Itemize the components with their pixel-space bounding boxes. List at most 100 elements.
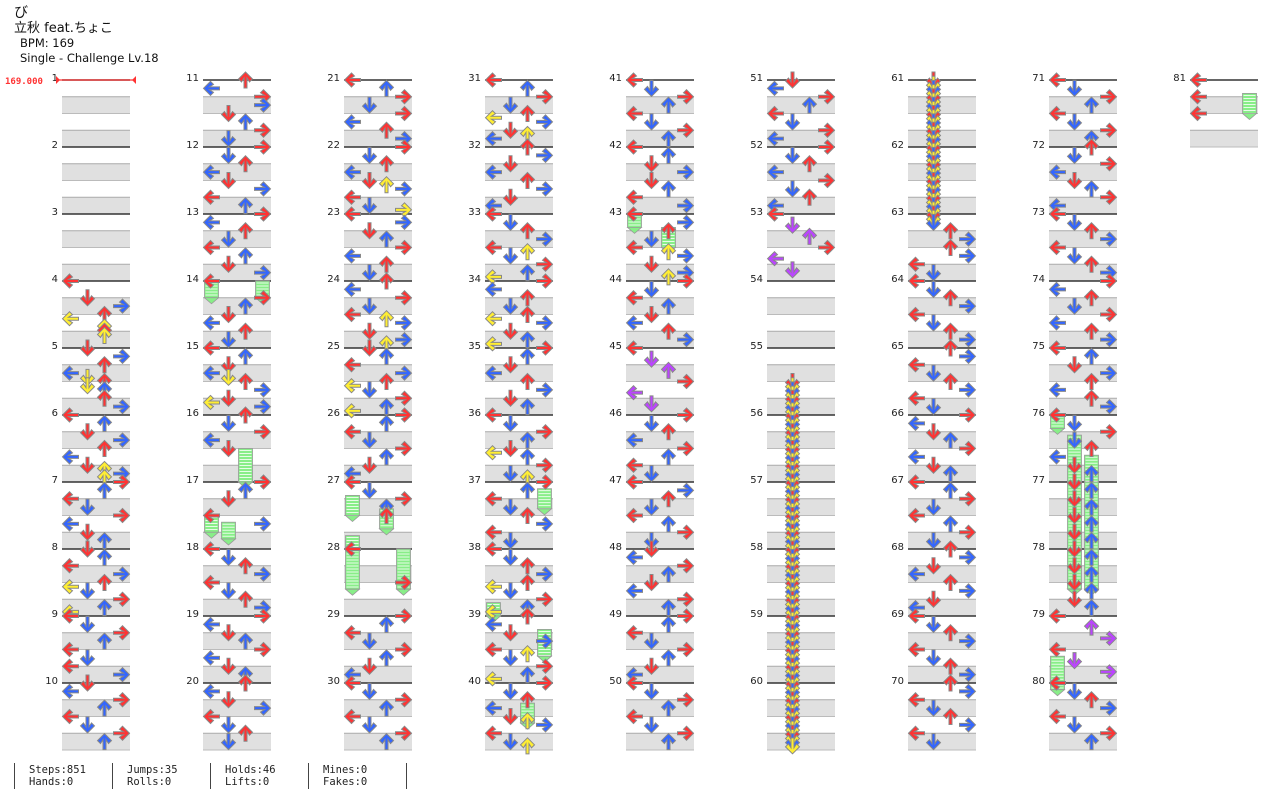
beat-band [1049,230,1117,248]
beat-band [908,666,976,683]
note-arrow-up-icon [378,397,395,416]
note-arrow-right-icon [536,424,554,440]
beat-band [485,699,553,717]
note-arrow-up-icon [942,289,959,307]
note-arrow-left-icon [625,549,643,566]
beat-band [908,230,976,248]
beat-band [62,264,130,281]
note-arrow-up-icon [237,632,254,650]
note-arrow-down-icon [502,465,519,483]
note-arrow-right-icon [677,558,695,574]
beat-band [203,264,271,281]
beat-band [1190,96,1258,114]
note-arrow-down-icon [643,657,660,675]
note-arrow-up-icon [1083,138,1100,156]
note-arrow-right-icon [677,692,695,708]
note-arrow-down-icon [220,733,237,751]
beat-band [485,398,553,415]
mines-count: Mines:0 [323,764,368,776]
beat-band [1049,163,1117,181]
note-arrow-down-icon [220,230,237,248]
beat-band [344,565,412,583]
measure-number: 80 [1032,676,1045,687]
note-arrow-up-icon [1083,531,1100,550]
note-arrow-left-icon [343,708,361,725]
note-arrow-left-icon [766,130,784,147]
note-arrow-down-icon [1066,473,1083,491]
note-arrow-left-icon [484,641,502,658]
beat-band [767,163,835,181]
note-arrow-right-icon [395,290,413,306]
measure-number: 27 [327,475,340,486]
fakes-count: Fakes:0 [323,776,368,788]
note-arrow-right-icon [677,725,695,741]
beat-band [1049,632,1117,650]
note-arrow-down-icon [220,490,237,508]
beat-band [485,297,553,315]
measure-number: 55 [750,341,763,352]
note-arrow-right-icon [1100,331,1118,348]
beat-band [767,733,835,750]
note-arrow-down-icon [1066,414,1083,433]
note-arrow-down-icon [361,657,378,675]
bpm-marker-icon [56,76,60,84]
note-arrow-up-icon [1083,582,1100,600]
note-arrow-down-icon [925,264,942,282]
note-arrow-up-icon [660,448,677,466]
note-arrow-left-icon [343,281,361,298]
measure-number: 6 [52,408,58,419]
note-arrow-up-icon [519,448,536,466]
measure-number: 54 [750,274,763,285]
beat-band [1049,599,1117,616]
note-arrow-down-icon [925,398,942,416]
note-arrow-right-icon [818,172,836,189]
note-arrow-down-icon [502,155,519,173]
note-arrow-right-icon [395,202,413,218]
note-arrow-down-icon [502,322,519,340]
note-arrow-right-icon [677,273,695,289]
hold-tail [1241,113,1258,121]
beat-band [62,532,130,549]
beat-band [1049,733,1117,750]
note-arrow-left-icon [1048,315,1066,331]
beat-band [908,565,976,583]
note-arrow-down-icon [502,96,519,114]
beat-band [62,465,130,482]
note-arrow-right-icon [536,658,554,674]
note-arrow-up-icon [96,356,113,374]
note-arrow-up-icon [942,372,959,390]
note-arrow-right-icon [395,214,413,231]
beat-band [62,699,130,717]
beat-band [908,96,976,114]
note-arrow-up-icon [660,361,677,379]
note-arrow-up-icon [660,242,677,261]
beat-band [203,163,271,181]
measure-number: 81 [1173,73,1186,84]
beat-band [1049,197,1117,214]
note-arrow-right-icon [677,248,695,264]
note-arrow-right-icon [959,298,977,314]
note-arrow-up-icon [1083,598,1100,617]
note-arrow-up-icon [942,540,959,558]
beat-band [767,197,835,214]
note-arrow-left-icon [1048,382,1066,398]
note-arrow-up-icon [237,590,254,608]
beat-band [626,130,694,147]
note-arrow-up-icon [660,598,677,617]
beat-band [203,699,271,717]
note-arrow-down-icon [643,230,660,248]
note-arrow-left-icon [625,457,643,473]
note-arrow-left-icon [766,105,784,122]
measure-number: 53 [750,207,763,218]
measure-number: 69 [891,609,904,620]
note-arrow-up-icon [660,297,677,315]
beat-band [626,565,694,583]
note-arrow-left-icon [343,357,361,373]
beat-band [485,96,553,114]
note-arrow-down-icon [79,649,96,667]
note-arrow-left-icon [484,407,502,423]
note-arrow-up-icon [660,490,677,508]
note-arrow-left-icon [907,725,925,741]
note-arrow-down-icon [784,737,801,755]
bpm-label: BPM: 169 [20,36,75,50]
